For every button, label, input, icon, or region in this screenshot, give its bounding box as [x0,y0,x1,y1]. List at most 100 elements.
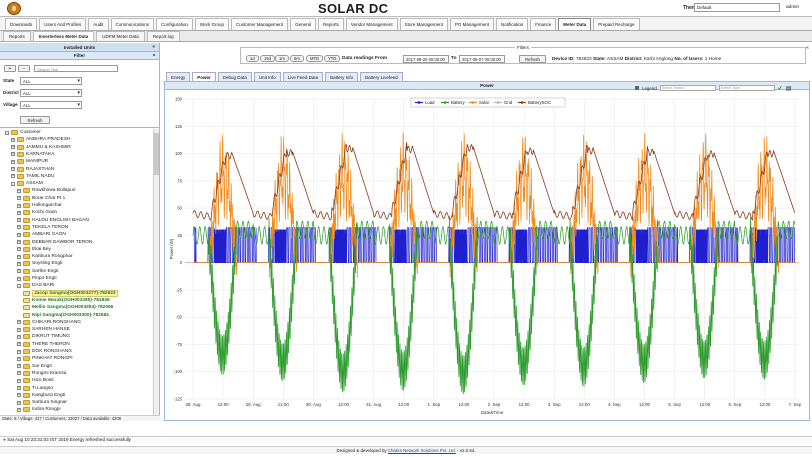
menu-tab[interactable]: Downloads [5,18,38,30]
tree-node[interactable]: + RAJASTHAN [11,166,55,173]
tree-toggle-icon[interactable]: + [17,349,21,354]
tree-node[interactable]: + Kochi Gaon [17,209,57,216]
tree-toggle-icon[interactable]: + [17,269,21,274]
collapse-left-icon[interactable]: « [152,44,155,50]
content-tab[interactable]: Unit Info [253,72,281,81]
menu-tab[interactable]: Finance [530,18,557,30]
tree-node[interactable]: + Kangbura Engti [17,392,65,399]
village-select[interactable]: ALL [20,101,82,109]
tree-node[interactable]: + JAMMU & KASHMIR [11,144,71,151]
content-tab[interactable]: Debug Data [217,72,252,81]
content-tab[interactable]: Power [192,72,216,81]
tree-leaf-customer[interactable]: Nipi Sangma(OGH003300)-782584 [23,312,109,319]
tree-node[interactable]: + Kanbura Rongphar [17,253,73,260]
tree-node[interactable]: + DIKRUT TIMUNG [17,333,70,340]
menu-tab[interactable]: Work Group [194,18,230,30]
range-button[interactable]: 1m [275,55,289,62]
tree-node[interactable]: + Hizo Bosti [17,377,54,384]
sub-tab[interactable]: Report log [146,31,180,41]
tree-node[interactable]: + ANDHRA PRADESH [11,136,71,143]
tree-leaf-customer[interactable]: Jacop Sangma(OGH003277)-782623 [23,289,118,297]
tree-leaf-customer[interactable]: Komie Marak(OGH003285)-781849 [23,297,110,304]
sub-tab[interactable]: Reports [3,31,31,41]
collapse-all-button[interactable]: − [18,65,30,72]
tree-node[interactable]: + CHIKARI RONGHANG [17,319,81,326]
tree-node[interactable]: + KARNATAKA [11,151,54,158]
tree-node[interactable]: + Soysling Engti [17,260,62,267]
tree-node[interactable]: + Pinpo Engti [17,275,57,282]
tree-toggle-icon[interactable]: + [17,218,21,223]
menu-tab[interactable]: General [290,18,317,30]
to-date-input[interactable]: 2017-09-07 00:00:00 [459,55,505,63]
tree-node[interactable]: + PINKHAT RONGPI [17,355,73,362]
tree-node[interactable]: + DEBBAR DAWBOR TERON [17,239,93,246]
tree-node[interactable]: + HALDU ENGLISH BAGAN [17,217,89,224]
tree-node[interactable]: + AMBARI GAON [17,231,66,238]
tree-node[interactable]: + Rongmi Kramsa [17,370,66,377]
tree-node[interactable]: + Sarthe Engti [17,268,58,275]
date-refresh-button[interactable]: Refresh [519,55,546,63]
content-tab[interactable]: Energy [166,72,191,81]
tree-node[interactable]: + DOK RONGHANG [17,348,72,355]
type-select[interactable]: Select Type [718,85,775,91]
tree-node[interactable]: + THERE THERON [17,341,70,348]
tree-toggle-icon[interactable]: + [17,196,21,201]
tree-node[interactable]: + MANIPUR [11,158,48,165]
search-input[interactable]: Search Text [34,65,118,72]
tree-toggle-icon[interactable]: - [17,283,21,288]
tree-toggle-icon[interactable]: + [17,393,21,398]
menu-tab[interactable]: Customer Management [231,18,289,30]
tree-toggle-icon[interactable]: + [17,232,21,237]
range-button[interactable]: 6m [290,55,304,62]
tree-toggle-icon[interactable]: + [11,167,15,171]
filter-refresh-button[interactable]: Refresh [20,116,50,124]
tree-node[interactable]: - Customer [5,129,41,136]
menu-tab[interactable]: Reports [318,18,344,30]
menu-tab[interactable]: PO Management [449,18,494,30]
tree-toggle-icon[interactable]: + [11,145,15,150]
export-icon[interactable]: ▤ [785,85,792,92]
menu-tab[interactable]: Users And Profiles [39,18,87,30]
tree-node[interactable]: + Indira Rongpi [17,406,61,413]
menu-tab[interactable]: Vendor Management [345,18,398,30]
collapse-filter-icon[interactable]: « [150,53,157,57]
tree-node[interactable]: + Ekai Bey [17,246,51,253]
tree-toggle-icon[interactable]: + [17,327,21,332]
sub-tab[interactable]: UDFM Meter Data [96,31,145,41]
content-tab[interactable]: Battery Livefeed [360,72,403,81]
content-tab[interactable]: Battery Info [325,72,359,81]
tree-toggle-icon[interactable]: + [17,378,21,383]
tree-toggle-icon[interactable]: + [17,276,21,281]
tree-leaf-customer[interactable]: Mellin Sangma(OGH003294)-782056 [23,304,113,311]
series-select[interactable]: Select Series [659,85,716,91]
tree-node[interactable]: + Ti Langso [17,385,53,392]
menu-tab[interactable]: Audit [88,18,109,30]
tree-toggle-icon[interactable]: + [11,159,15,164]
apply-check-icon[interactable]: ✔ [777,85,783,92]
district-select[interactable]: ALL [20,89,82,97]
tree-node[interactable]: - ASSAM [11,180,43,187]
tree-node[interactable]: + SARHEN HANSE [17,326,70,333]
tree-toggle-icon[interactable]: + [17,225,21,230]
tree-toggle-icon[interactable]: + [17,320,21,325]
tree-node[interactable]: + Sarbura Singnar [17,399,67,406]
company-link[interactable]: Chakra Network Solutions Pvt. Ltd. [387,448,456,453]
tree-toggle-icon[interactable]: + [17,400,21,405]
tree-toggle-icon[interactable]: + [17,203,21,208]
menu-tab[interactable]: Notification [495,18,529,30]
range-button[interactable]: YTD [324,55,341,62]
menu-tab[interactable]: Prepaid Recharge [593,18,640,30]
range-button[interactable]: 1d [246,55,259,62]
tree-scrollbar[interactable] [153,129,159,415]
menu-tab[interactable]: Communications [110,18,155,30]
tree-node[interactable]: + Sar Engti [17,363,52,370]
menu-tab[interactable]: Store Management [399,18,448,30]
tree-toggle-icon[interactable]: + [17,356,21,361]
tree-node[interactable]: + Rowkhowa Bollapuri [17,187,75,194]
tree-toggle-icon[interactable]: + [17,254,21,259]
tree-toggle-icon[interactable]: + [11,152,15,157]
menu-tab[interactable]: Meter Data [558,18,592,30]
menu-tab[interactable]: Configuration [156,18,193,30]
tree-toggle-icon[interactable]: + [17,261,21,266]
expand-all-button[interactable]: + [4,65,16,72]
